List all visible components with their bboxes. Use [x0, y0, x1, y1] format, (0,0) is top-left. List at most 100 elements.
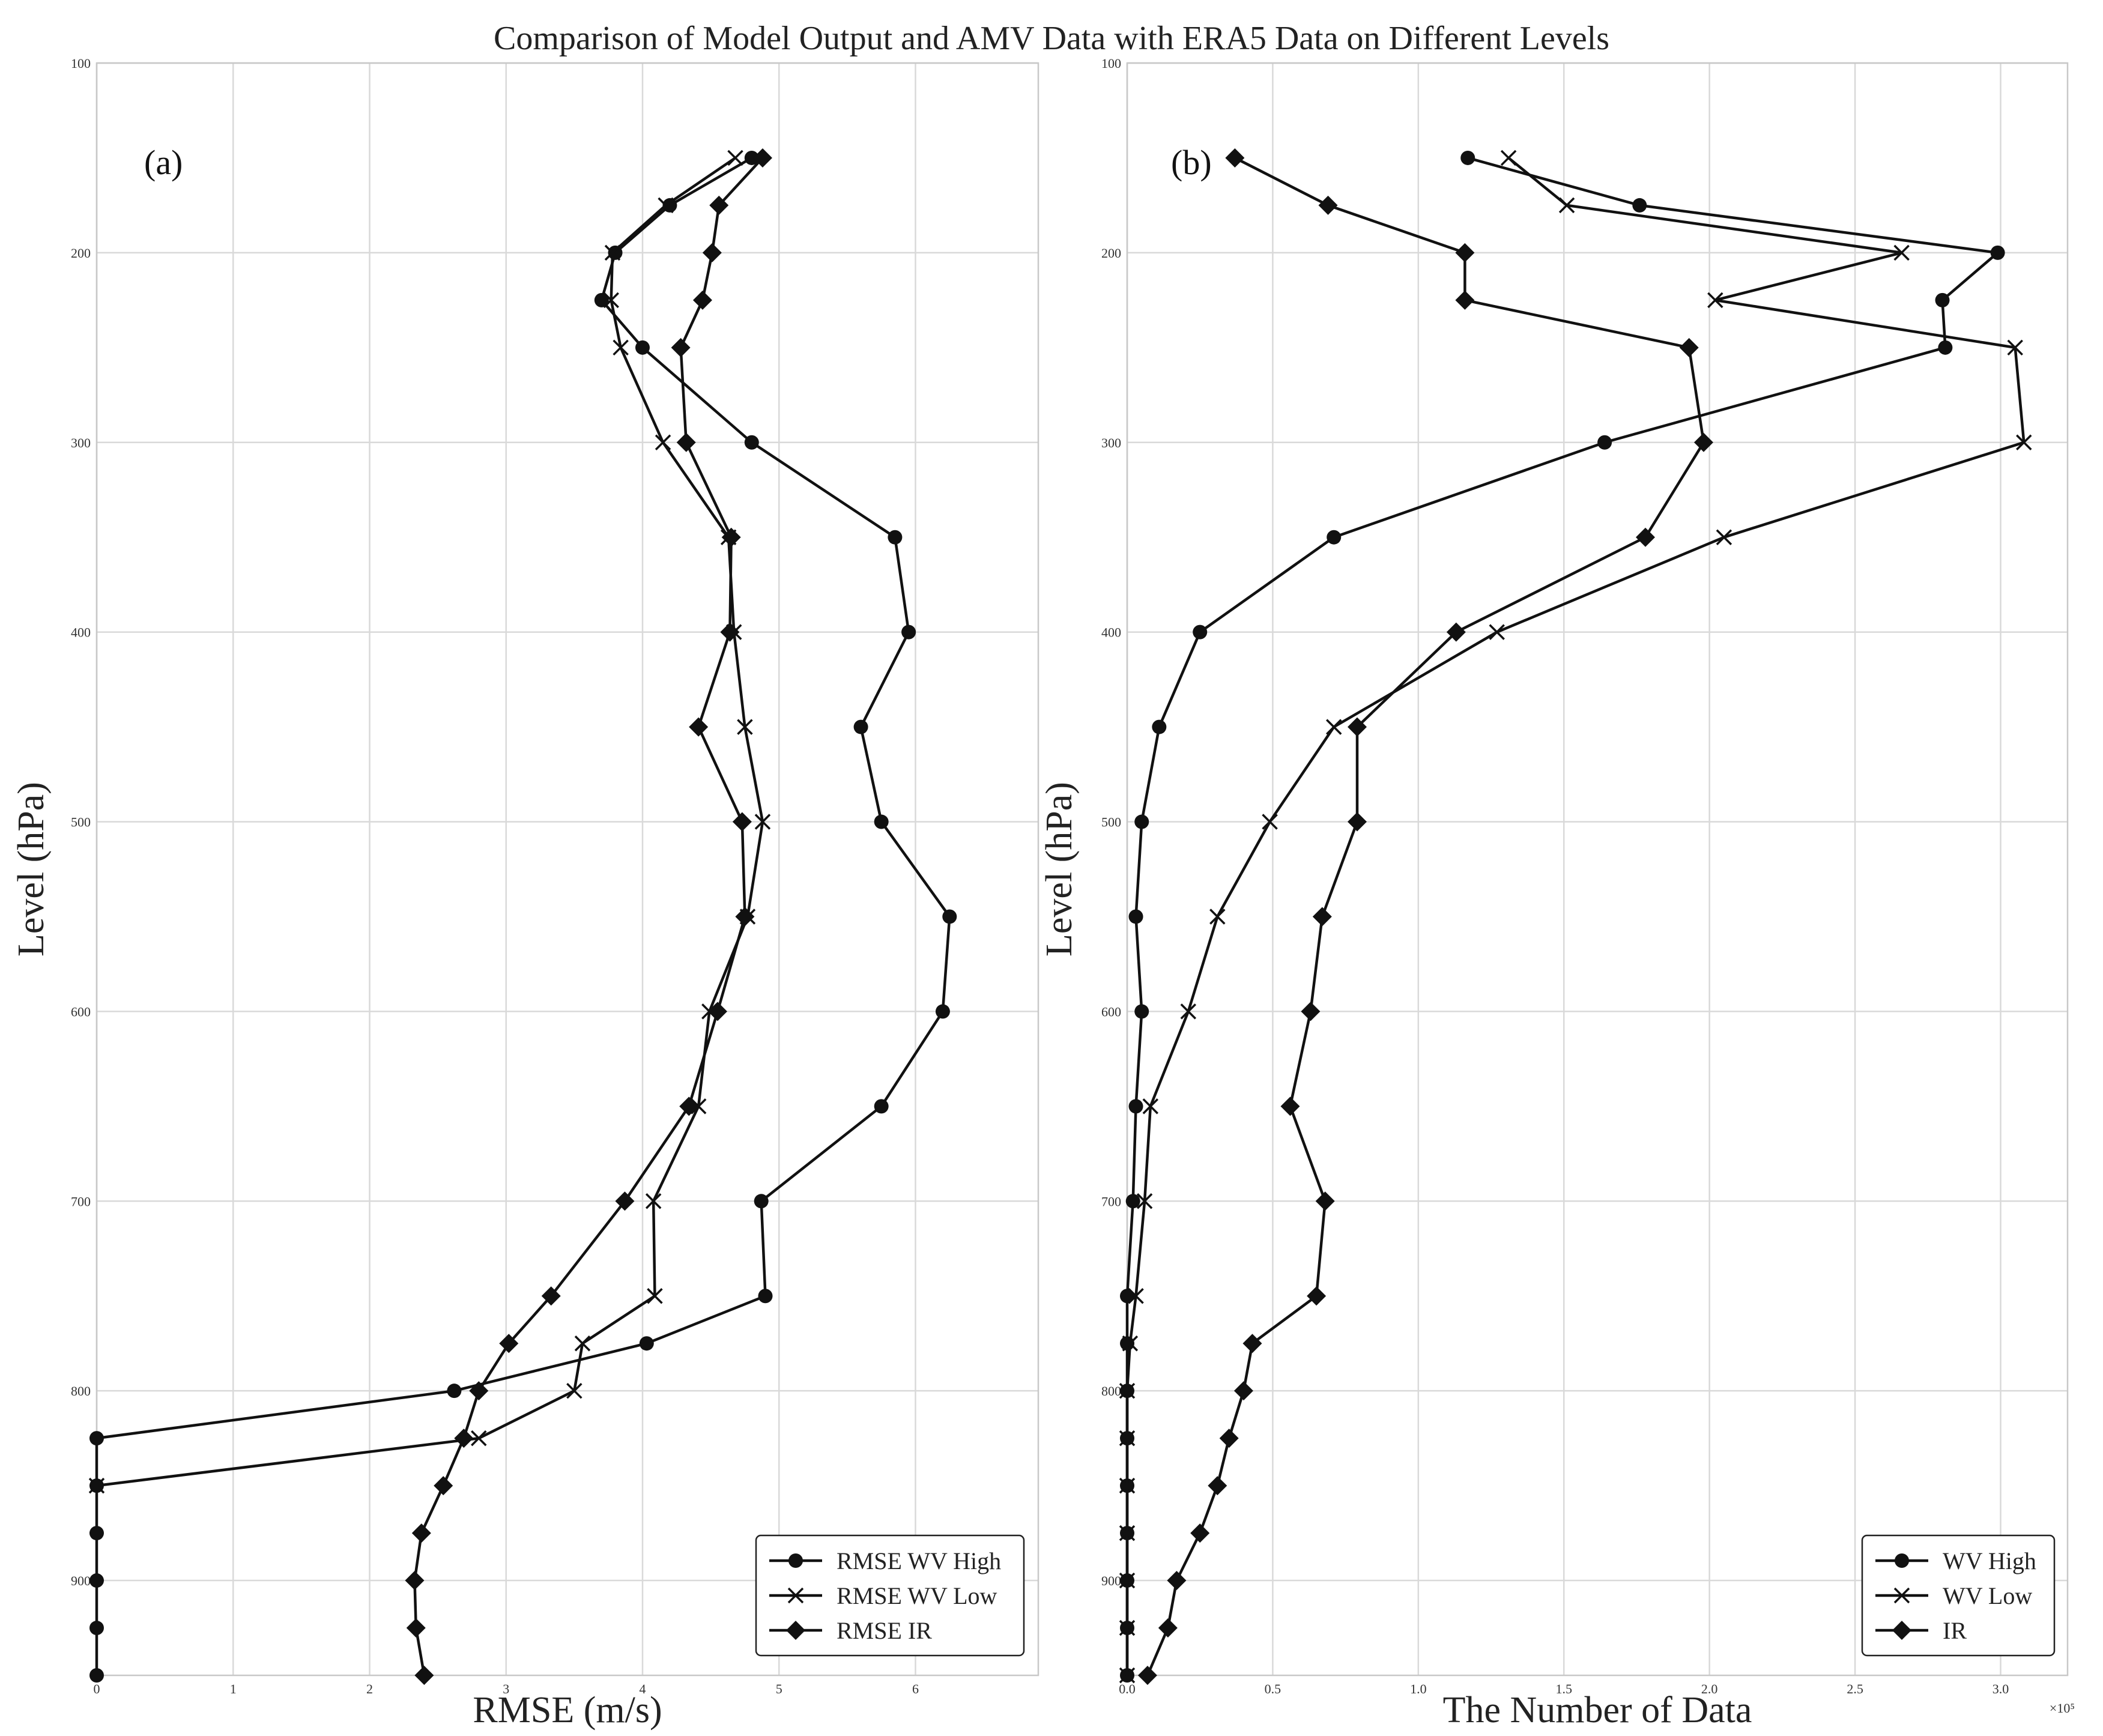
y-tick-label: 700 [71, 1194, 91, 1209]
x-tick-label: 2.5 [1847, 1681, 1863, 1696]
data-point [1318, 195, 1338, 215]
data-point [1120, 1289, 1134, 1304]
data-point [414, 1666, 434, 1685]
data-point [853, 719, 868, 734]
data-point [1693, 432, 1713, 452]
data-point [1119, 1430, 1136, 1447]
data-point [89, 1668, 104, 1683]
data-point [942, 909, 957, 924]
data-point [594, 292, 609, 307]
data-point [709, 195, 729, 215]
panel-b: 0.0 0.5 1.0 1.5 2.0 2.5 3.0 100 200 300 400 500 600 7… [1039, 56, 2075, 1731]
data-point [901, 625, 916, 640]
data-point [639, 1336, 654, 1351]
data-point [1301, 1002, 1321, 1021]
data-point [754, 1194, 769, 1209]
data-point [874, 814, 889, 829]
data-point [702, 243, 722, 262]
data-point [1119, 1572, 1136, 1589]
data-point [1120, 1336, 1134, 1351]
data-point [1455, 290, 1475, 310]
legend-entry: RMSE WV Low [837, 1582, 997, 1609]
data-point [1142, 1098, 1159, 1114]
data-point [1325, 719, 1342, 735]
grid [95, 62, 1038, 1675]
data-point [645, 1193, 662, 1209]
series-line [1125, 157, 2026, 1675]
series-rmse-wv-high [89, 150, 957, 1683]
data-point [1500, 150, 1517, 166]
data-point [707, 1002, 727, 1021]
data-point [1193, 625, 1208, 640]
data-point [737, 719, 753, 735]
data-point [566, 1382, 582, 1399]
data-point [604, 244, 621, 261]
data-point [89, 1431, 104, 1446]
figure-title: Comparison of Model Output and AMV Data … [494, 20, 1609, 57]
x-axis-label: RMSE (m/s) [473, 1690, 662, 1731]
data-point [1242, 1334, 1262, 1353]
legend-entry: RMSE WV High [837, 1547, 1001, 1574]
data-point [720, 622, 740, 642]
legend-entry: WV Low [1943, 1582, 2032, 1609]
y-tick-label: 600 [71, 1004, 91, 1019]
data-point [1938, 340, 1953, 355]
data-point [1119, 1477, 1136, 1494]
x-tick-label: 2 [366, 1681, 373, 1696]
data-point [1460, 150, 1475, 165]
x-tick-label: 1 [230, 1681, 237, 1696]
data-point [447, 1384, 462, 1399]
data-point [1119, 1382, 1136, 1399]
data-point [471, 1430, 487, 1447]
data-point [1348, 717, 1367, 737]
data-point [1128, 909, 1143, 924]
y-tick-label: 300 [1101, 435, 1121, 450]
data-point [658, 197, 674, 214]
x-tick-label: 0.0 [1119, 1681, 1136, 1696]
data-point [615, 1191, 635, 1211]
x-tick-label: 0 [94, 1681, 100, 1696]
data-point [662, 198, 677, 213]
y-tick-label: 600 [1101, 1004, 1121, 1019]
y-tick-label: 100 [71, 56, 91, 71]
legend-marker [1895, 1553, 1909, 1568]
data-point [434, 1476, 453, 1496]
series-rmse-ir [405, 148, 772, 1685]
data-point [1152, 719, 1167, 734]
series-line [95, 156, 951, 1675]
data-point [1209, 909, 1226, 925]
data-point [888, 530, 903, 545]
data-point [679, 1096, 699, 1116]
data-point [1136, 1193, 1153, 1209]
data-point [689, 717, 709, 737]
legend-entry: WV High [1943, 1547, 2036, 1574]
data-point [1307, 1286, 1327, 1306]
data-point [454, 1429, 474, 1448]
y-tick-label: 900 [1101, 1573, 1121, 1588]
y-tick-label: 200 [1101, 246, 1121, 261]
y-axis-label: Level (hPa) [1039, 782, 1080, 957]
data-point [1125, 1194, 1140, 1209]
x-tick-label: 1.5 [1555, 1681, 1572, 1696]
y-tick-label: 300 [71, 435, 91, 450]
data-point [1119, 1667, 1136, 1684]
data-point [1128, 1288, 1144, 1304]
data-point [405, 1571, 425, 1591]
y-tick-label: 500 [1101, 815, 1121, 830]
legend-marker [1893, 1587, 1910, 1604]
legend-marker [788, 1553, 803, 1568]
data-point [89, 1526, 104, 1541]
data-point [1134, 1004, 1149, 1019]
data-point [1935, 292, 1950, 307]
data-point [541, 1286, 561, 1306]
panel-label: (a) [144, 143, 183, 182]
data-point [89, 1621, 104, 1636]
legend: RMSE WV High RMSE WV Low RMSE IR [755, 1534, 1025, 1657]
data-point [1262, 814, 1278, 830]
legend-box [1861, 1534, 2056, 1657]
data-point [754, 814, 771, 830]
x-tick-label: 5 [776, 1681, 782, 1696]
data-point [1158, 1618, 1178, 1638]
data-point [1893, 244, 1910, 261]
